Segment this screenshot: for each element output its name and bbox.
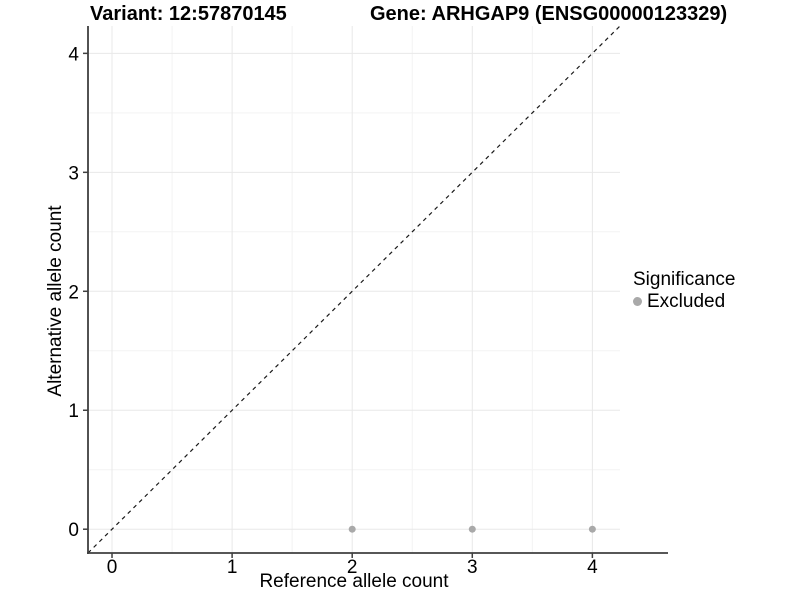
x-tick-label: 1 (227, 557, 238, 578)
legend-title: Significance (633, 269, 736, 290)
data-point (468, 525, 476, 533)
legend-item-label: Excluded (647, 291, 726, 312)
gene-title: Gene: ARHGAP9 (ENSG00000123329) (370, 3, 728, 25)
y-tick-label: 2 (68, 282, 79, 303)
identity-dashed-line (87, 25, 621, 554)
legend-point-icon (633, 297, 642, 306)
legend-item-excluded: Excluded (633, 291, 735, 312)
y-tick-label: 1 (68, 401, 79, 422)
x-tick-label: 4 (587, 557, 598, 578)
y-axis-title: Alternative allele count (45, 205, 66, 397)
legend: Significance Excluded (633, 269, 735, 312)
y-tick-label: 4 (68, 44, 79, 65)
data-point (588, 525, 596, 533)
x-axis-title: Reference allele count (259, 571, 449, 592)
y-tick-label: 3 (68, 163, 79, 184)
y-tick-label: 0 (68, 520, 79, 541)
x-tick-label: 2 (347, 557, 358, 578)
x-tick-label: 3 (467, 557, 478, 578)
x-tick-label: 0 (107, 557, 118, 578)
data-point (348, 525, 356, 533)
variant-title: Variant: 12:57870145 (90, 3, 287, 25)
